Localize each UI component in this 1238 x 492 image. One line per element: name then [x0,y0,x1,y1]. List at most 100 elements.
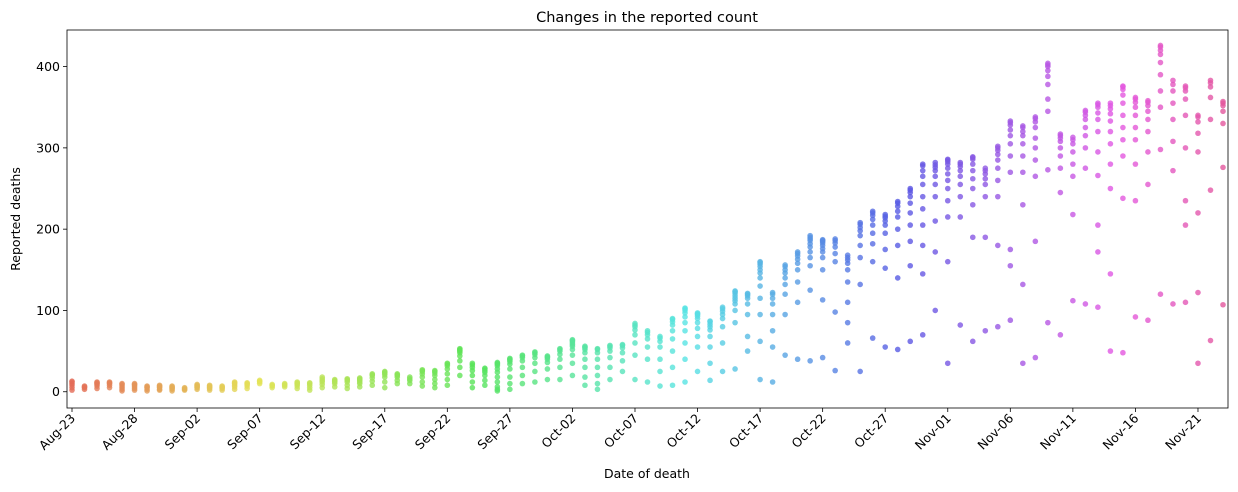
data-point [807,254,813,261]
data-point [632,340,638,346]
data-point [1070,141,1076,147]
data-point [894,198,901,205]
data-point [1007,141,1014,147]
x-tick-label: Sep-12 [287,411,329,453]
data-point [682,379,688,385]
data-point [432,367,438,374]
data-point [1120,195,1126,202]
data-point [544,353,551,359]
data-point [769,327,776,334]
data-point [995,151,1001,158]
data-point [644,379,651,385]
data-point [1220,301,1226,308]
data-point [657,344,663,350]
data-point [1082,165,1089,171]
data-point [707,360,713,367]
data-point [857,254,863,261]
data-point [482,365,488,371]
data-point [694,333,701,340]
data-point [919,222,926,228]
data-point [569,360,576,367]
data-point [719,323,726,330]
data-point [744,333,751,340]
data-point [1170,116,1176,123]
data-point [932,181,939,188]
data-point [494,384,501,390]
x-axis-title: Date of death [604,466,690,481]
data-point [1157,88,1164,94]
data-point [932,173,939,180]
data-point [1132,104,1139,111]
data-point [969,161,976,167]
data-point [794,299,801,306]
data-point [844,319,851,326]
data-point [957,167,964,174]
data-point [694,344,701,350]
data-point [682,356,688,363]
data-point [907,222,914,228]
data-point [607,376,613,383]
data-point [769,295,776,302]
data-point [819,236,826,243]
data-point [1145,116,1151,123]
data-point [995,242,1001,249]
data-point [694,319,701,326]
data-point [719,304,726,311]
data-point [1157,51,1164,58]
data-point [894,242,901,249]
data-point [1157,42,1164,49]
data-point [919,271,926,277]
data-point [1120,136,1126,143]
data-point [1170,138,1176,145]
data-point [682,314,688,320]
data-point [1120,124,1126,131]
data-point [1157,146,1164,153]
data-point [1082,116,1089,123]
data-point [482,382,488,389]
data-point [944,171,951,177]
data-point [406,374,413,380]
y-tick-label: 100 [36,303,60,318]
data-point [594,356,601,363]
data-point [669,336,676,342]
data-point [1145,149,1151,155]
data-point [1032,114,1039,120]
data-point [894,346,901,353]
data-point [1132,136,1139,143]
data-point [832,367,838,374]
data-point [369,382,376,389]
data-point [995,177,1001,184]
x-tick-label: Oct-27 [851,411,891,451]
x-tick-label: Nov-21 [1162,411,1204,453]
x-tick-label: Oct-22 [788,411,828,451]
data-point [769,344,776,350]
data-point [432,384,438,391]
data-point [582,364,588,371]
data-point [957,181,964,188]
data-point [995,157,1001,163]
data-point [907,185,914,192]
data-point [794,249,801,255]
data-point [694,325,701,332]
data-point [1057,153,1064,159]
data-point [1132,161,1139,167]
data-point [844,252,851,258]
data-point [782,262,788,268]
data-point [819,354,826,361]
data-point [932,159,939,166]
data-point [1170,100,1176,106]
data-point [432,376,438,383]
data-point [744,311,751,318]
x-tick-label: Aug-23 [36,411,78,453]
data-point [1107,141,1114,147]
chart-title: Changes in the reported count [536,10,758,26]
data-point [969,175,976,182]
data-point [732,366,738,372]
x-tick-label: Oct-12 [663,411,703,451]
data-point [1045,96,1051,102]
y-tick-label: 400 [36,59,60,74]
data-point [995,193,1001,200]
data-point [857,232,863,239]
data-point [757,338,763,345]
data-point [732,307,738,314]
